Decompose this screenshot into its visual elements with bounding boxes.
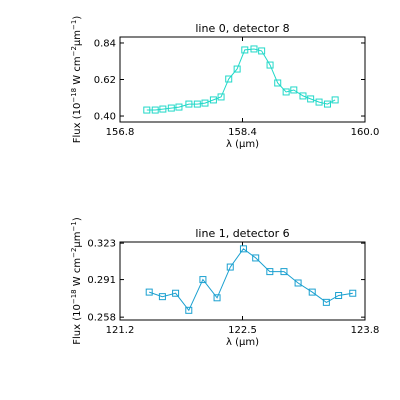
data-marker [299, 92, 307, 100]
data-marker [290, 86, 298, 94]
y-axis-label-part: ) [72, 217, 83, 221]
data-marker [252, 254, 260, 262]
data-marker [274, 79, 282, 87]
x-tick-label: 156.8 [106, 127, 135, 138]
data-marker [225, 75, 233, 83]
y-axis-label-part: μm [72, 30, 83, 46]
y-tick-label: 0.291 [87, 275, 116, 286]
data-marker [322, 298, 330, 306]
x-tick-label: 158.4 [228, 127, 257, 138]
x-tick-label: 160.0 [351, 127, 380, 138]
data-marker [151, 106, 159, 114]
y-axis-label-part: μm [72, 231, 83, 247]
y-axis-label-part: −1 [70, 221, 78, 231]
data-marker [266, 268, 274, 276]
y-axis-label-part: −2 [70, 248, 78, 258]
data-marker [280, 268, 288, 276]
data-marker [217, 93, 225, 101]
data-marker [185, 100, 193, 108]
y-tick-label: 0.84 [94, 38, 116, 49]
plot-frame [119, 36, 366, 123]
data-marker [213, 294, 221, 302]
y-tick-label: 0.323 [87, 239, 116, 250]
data-marker [266, 61, 274, 69]
y-axis-label-part: W cm [72, 56, 83, 87]
data-marker [323, 100, 331, 108]
data-marker [175, 103, 183, 111]
data-marker [239, 245, 247, 253]
y-axis-label-part: Flux (10 [72, 304, 83, 345]
x-tick-label: 121.2 [106, 325, 135, 336]
data-marker [158, 293, 166, 301]
y-axis-label-part: Flux (10 [72, 103, 83, 144]
plot-frame [119, 241, 366, 321]
x-axis-label: λ (μm) [226, 337, 259, 348]
y-axis-label-part: ) [72, 16, 83, 20]
data-marker [201, 99, 209, 107]
data-marker [159, 105, 167, 113]
data-marker [294, 279, 302, 287]
y-axis-label: Flux (10−18 W cm−2μm−1) [70, 217, 83, 345]
y-axis-label-part: W cm [72, 258, 83, 289]
data-marker [193, 100, 201, 108]
y-axis-label-part: −1 [70, 20, 78, 30]
data-line [149, 248, 353, 312]
y-tick-label: 0.258 [87, 313, 116, 324]
y-axis-label-part: −18 [70, 289, 78, 304]
chart-title: line 0, detector 8 [195, 22, 289, 35]
data-marker [167, 104, 175, 112]
y-axis-label-part: −18 [70, 88, 78, 103]
data-marker [335, 292, 343, 300]
x-tick-label: 122.5 [228, 325, 257, 336]
data-marker [145, 288, 153, 296]
data-marker [250, 45, 258, 53]
chart-title: line 1, detector 6 [195, 227, 289, 240]
data-marker [307, 95, 315, 103]
data-marker [258, 47, 266, 55]
data-marker [185, 306, 193, 314]
data-marker [233, 65, 241, 73]
y-tick-label: 0.62 [94, 75, 116, 86]
data-marker [349, 289, 357, 297]
data-marker [209, 96, 217, 104]
x-axis-label: λ (μm) [226, 139, 259, 150]
data-marker [143, 106, 151, 114]
data-marker [172, 289, 180, 297]
data-marker [308, 288, 316, 296]
y-tick-label: 0.40 [94, 112, 116, 123]
data-marker [315, 98, 323, 106]
data-marker [226, 263, 234, 271]
y-axis-label: Flux (10−18 W cm−2μm−1) [70, 16, 83, 144]
data-marker [282, 88, 290, 96]
data-marker [331, 96, 339, 104]
data-line [146, 48, 336, 111]
data-marker [241, 46, 249, 54]
data-marker [199, 276, 207, 284]
y-axis-label-part: −2 [70, 46, 78, 56]
x-tick-label: 123.8 [351, 325, 380, 336]
